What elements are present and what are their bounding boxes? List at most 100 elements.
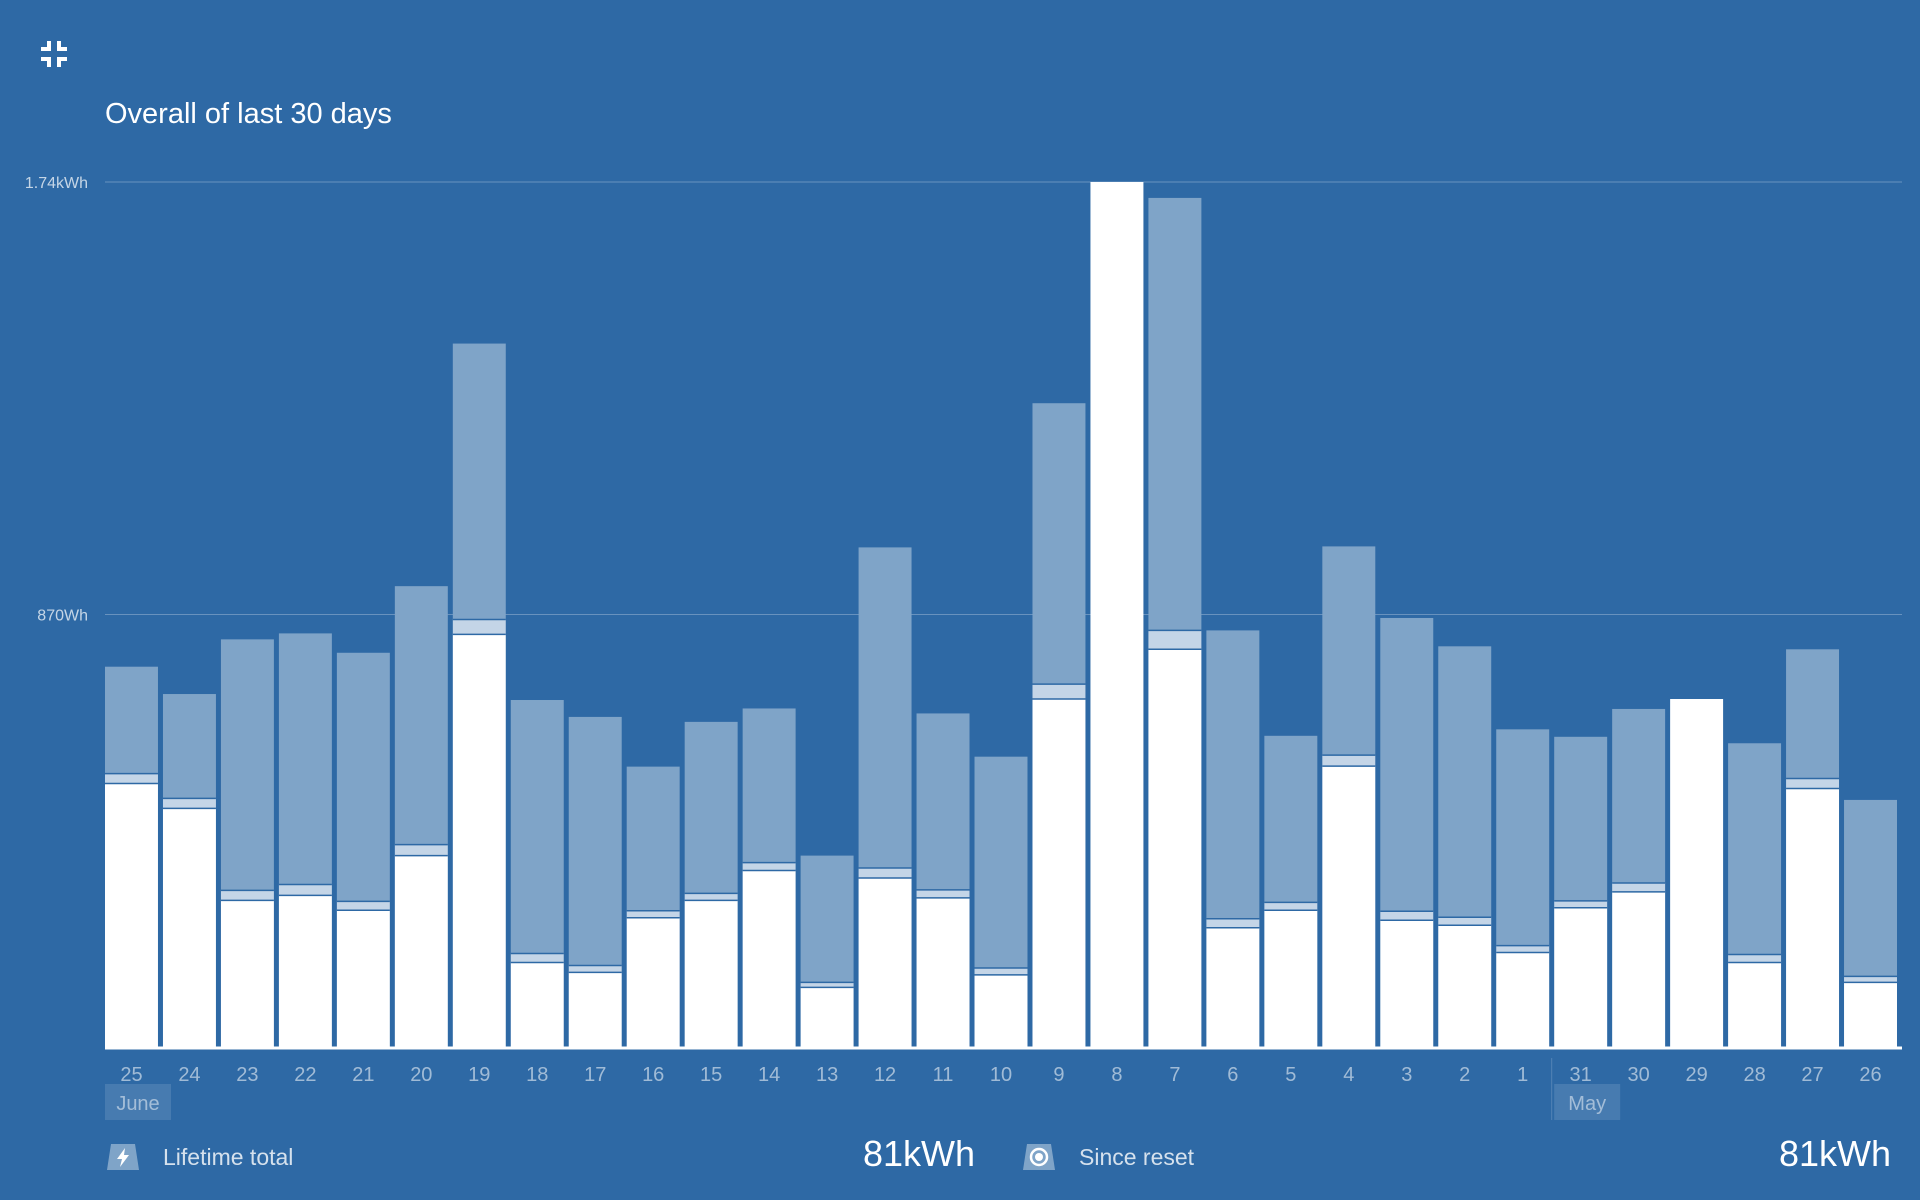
bar-segment-upper	[1264, 735, 1318, 903]
bar-segment-lower	[336, 910, 390, 1047]
x-tick-label: 10	[990, 1064, 1012, 1086]
legend-since-reset: Since reset	[1021, 1140, 1194, 1174]
bar-segment-lower	[162, 808, 216, 1047]
bar-segment-lower	[220, 900, 274, 1047]
bar-segment-middle	[974, 967, 1028, 975]
collapse-button[interactable]	[34, 34, 74, 74]
x-tick-label: 7	[1169, 1064, 1180, 1086]
chart-title: Overall of last 30 days	[105, 98, 392, 130]
bar-segment-lower	[568, 972, 622, 1047]
x-tick-label: 26	[1859, 1064, 1881, 1086]
bar-segment-upper	[916, 713, 970, 890]
bar-segment-lower	[1322, 766, 1376, 1047]
bar-segment-lower	[1554, 907, 1608, 1047]
x-tick-label: 2	[1459, 1064, 1470, 1086]
bar-segment-lower	[1264, 910, 1318, 1047]
bar-segment-upper	[1148, 197, 1202, 631]
legend-label-lifetime-total: Lifetime total	[163, 1143, 294, 1170]
bar-segment-middle	[1322, 755, 1376, 767]
bar-segment-middle	[742, 862, 796, 871]
bar-segment-upper	[684, 721, 738, 894]
x-tick-label: 18	[526, 1064, 548, 1086]
x-tick-label: 19	[468, 1064, 490, 1086]
target-reset-icon	[1023, 1144, 1055, 1170]
bar-segment-middle	[394, 844, 448, 856]
x-tick-label: 13	[816, 1064, 838, 1086]
bar-segment-upper	[1786, 649, 1840, 779]
bar-segment-middle	[1264, 902, 1318, 911]
bar-segment-lower	[1496, 952, 1550, 1047]
x-tick-label: 17	[584, 1064, 606, 1086]
x-tick-label: 28	[1743, 1064, 1765, 1086]
bar-segment-middle	[510, 953, 564, 963]
bar-segment-middle	[278, 884, 332, 896]
bar-segment-lower	[1438, 925, 1492, 1047]
x-tick-label: 14	[758, 1064, 780, 1086]
bar-segment-lower	[394, 855, 448, 1047]
bar-segment-middle	[916, 889, 970, 898]
collapse-fullscreen-icon	[41, 41, 67, 67]
bar-segment-lower	[1670, 699, 1724, 1047]
bar-segment-upper	[858, 547, 912, 869]
month-tag	[1554, 1084, 1621, 1120]
x-tick-label: 29	[1685, 1064, 1707, 1086]
bar-segment-upper	[800, 855, 854, 983]
x-tick-label: 31	[1570, 1064, 1592, 1086]
bar-segment-middle	[1612, 882, 1666, 892]
bar-segment-middle	[1380, 911, 1434, 921]
bar-segment-middle	[452, 619, 506, 635]
bar-segment-upper	[1728, 743, 1782, 955]
bar-segment-lower	[1612, 891, 1666, 1047]
bar-segment-middle	[800, 982, 854, 988]
bar-segment-lower	[1148, 649, 1202, 1047]
bar-segment-middle	[858, 868, 912, 878]
bar-segment-upper	[1496, 729, 1550, 946]
x-tick-label: 8	[1111, 1064, 1122, 1086]
bar-segment-upper	[1322, 546, 1376, 756]
bar-segment-middle	[626, 910, 680, 918]
month-tag-label: May	[1568, 1093, 1606, 1115]
x-tick-label: 22	[294, 1064, 316, 1086]
bar-segment-middle	[1438, 917, 1492, 926]
bar-segment-upper	[1380, 617, 1434, 912]
lightning-icon	[107, 1144, 139, 1170]
bar-segment-lower	[1844, 982, 1897, 1047]
bar-segment-middle	[1496, 945, 1550, 953]
x-tick-label: 21	[352, 1064, 374, 1086]
bar-segment-lower	[916, 897, 970, 1047]
legend-lifetime-total: Lifetime total	[105, 1140, 293, 1174]
y-tick-label: 1.74kWh	[25, 175, 88, 192]
bar-segment-middle	[1206, 918, 1260, 928]
x-tick-label: 24	[178, 1064, 200, 1086]
bar-segment-lower	[105, 783, 158, 1047]
x-tick-label: 12	[874, 1064, 896, 1086]
x-tick-label: 27	[1801, 1064, 1823, 1086]
bar-segment-lower	[452, 634, 506, 1047]
x-tick-label: 6	[1227, 1064, 1238, 1086]
x-tick-label: 15	[700, 1064, 722, 1086]
bar-segment-upper	[394, 586, 448, 845]
x-tick-label: 25	[120, 1064, 142, 1086]
bar-segment-upper	[626, 766, 680, 911]
x-tick-label: 4	[1343, 1064, 1354, 1086]
x-tick-label: 20	[410, 1064, 432, 1086]
lifetime-total-value: 81kWh	[863, 1133, 976, 1174]
bar-segment-lower	[1380, 920, 1434, 1047]
bar-segment-middle	[1844, 976, 1897, 983]
bar-segment-middle	[1554, 900, 1608, 908]
bar-segment-middle	[1148, 630, 1202, 650]
bar-segment-upper	[568, 716, 622, 966]
bar-segment-upper	[974, 756, 1028, 968]
bar-segment-upper	[1612, 708, 1666, 883]
bar-segment-lower	[510, 962, 564, 1047]
bar-segment-upper	[510, 700, 564, 954]
bar-segment-upper	[278, 633, 332, 885]
x-tick-label: 5	[1285, 1064, 1296, 1086]
bar-segment-middle	[684, 893, 738, 901]
bar-segment-upper	[1206, 630, 1260, 919]
month-tag-label: June	[116, 1093, 159, 1115]
x-tick-label: 30	[1628, 1064, 1650, 1086]
bar-segment-upper	[452, 343, 506, 620]
bar-segment-lower	[858, 877, 912, 1047]
bar-segment-lower	[800, 987, 854, 1047]
